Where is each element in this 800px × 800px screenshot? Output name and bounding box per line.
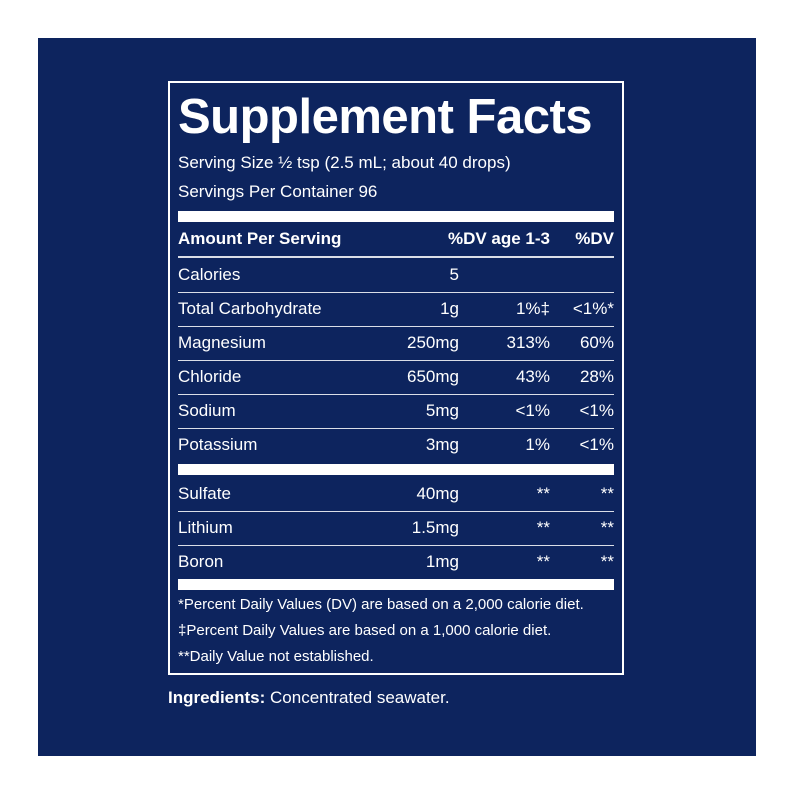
ingredients-line: Ingredients: Concentrated seawater.: [168, 688, 450, 708]
facts-title: Supplement Facts: [178, 90, 593, 144]
nutrient-amount: 40mg: [416, 484, 459, 503]
nutrient-amount: 1.5mg: [411, 518, 459, 537]
divider-thick: [178, 211, 614, 222]
nutrient-row: Lithium 1.5mg ** **: [178, 511, 614, 545]
nutrient-name: Lithium: [178, 518, 233, 537]
divider-thick: [178, 579, 614, 590]
nutrient-name: Chloride: [178, 367, 242, 386]
header-dv-age: %DV age 1-3: [447, 229, 550, 248]
nutrient-amount: 5mg: [425, 401, 459, 420]
nutrient-dv: **: [600, 552, 614, 571]
nutrient-dv-age: 313%: [506, 333, 550, 352]
nutrient-dv-age: **: [536, 484, 550, 503]
nutrient-row: Sulfate 40mg ** **: [178, 477, 614, 511]
nutrient-dv: **: [600, 484, 614, 503]
row-divider: [178, 292, 614, 293]
nutrient-row: Sodium 5mg <1% <1%: [178, 394, 614, 428]
nutrient-name: Total Carbohydrate: [178, 299, 322, 318]
row-divider: [178, 394, 614, 395]
divider: [178, 256, 614, 258]
footnote-dagger: ‡Percent Daily Values are based on a 1,0…: [178, 622, 552, 639]
nutrient-dv-age: 1%‡: [515, 299, 550, 318]
nutrient-dv: <1%: [579, 435, 615, 454]
supplement-facts-box: Supplement Facts Serving Size ½ tsp (2.5…: [168, 81, 624, 675]
nutrient-dv: **: [600, 518, 614, 537]
nutrient-amount: 3mg: [425, 435, 459, 454]
label-background: [38, 38, 756, 756]
row-divider: [178, 428, 614, 429]
divider-thick: [178, 464, 614, 475]
footnote-not-established: **Daily Value not established.: [178, 648, 374, 665]
nutrient-row: Chloride 650mg 43% 28%: [178, 360, 614, 394]
nutrient-name: Sulfate: [178, 484, 231, 503]
nutrient-name: Magnesium: [178, 333, 266, 352]
nutrient-name: Sodium: [178, 401, 236, 420]
nutrient-dv-age: 1%: [525, 435, 550, 454]
nutrient-amount: 1g: [440, 299, 459, 318]
nutrient-dv-age: <1%: [515, 401, 551, 420]
nutrient-row: Calories 5: [178, 258, 614, 292]
nutrient-row: Potassium 3mg 1% <1%: [178, 428, 614, 462]
nutrient-dv-age: **: [536, 518, 550, 537]
table-header: Amount Per Serving %DV age 1-3 %DV: [178, 222, 614, 256]
nutrient-amount: 5: [449, 265, 459, 284]
nutrient-name: Calories: [178, 265, 241, 284]
row-divider: [178, 360, 614, 361]
nutrient-name: Potassium: [178, 435, 258, 454]
header-amount: Amount Per Serving: [178, 229, 342, 248]
nutrient-dv: <1%: [579, 401, 615, 420]
nutrient-dv: <1%*: [572, 299, 614, 318]
nutrient-dv: 28%: [579, 367, 614, 386]
nutrient-amount: 650mg: [407, 367, 459, 386]
row-divider: [178, 511, 614, 512]
nutrient-row: Magnesium 250mg 313% 60%: [178, 326, 614, 360]
nutrient-dv: 60%: [579, 333, 614, 352]
header-dv: %DV: [575, 229, 614, 248]
nutrient-dv-age: 43%: [515, 367, 550, 386]
nutrient-amount: 1mg: [425, 552, 459, 571]
nutrient-dv-age: **: [536, 552, 550, 571]
servings-per-container: Servings Per Container 96: [178, 182, 378, 201]
nutrient-row: Boron 1mg ** **: [178, 545, 614, 579]
ingredients-text: Concentrated seawater.: [270, 688, 450, 707]
row-divider: [178, 326, 614, 327]
nutrient-row: Total Carbohydrate 1g 1%‡ <1%*: [178, 292, 614, 326]
footnote-dv: *Percent Daily Values (DV) are based on …: [178, 596, 584, 613]
ingredients-label: Ingredients:: [168, 688, 266, 707]
nutrient-amount: 250mg: [407, 333, 459, 352]
nutrient-name: Boron: [178, 552, 224, 571]
row-divider: [178, 545, 614, 546]
serving-size: Serving Size ½ tsp (2.5 mL; about 40 dro…: [178, 153, 511, 172]
